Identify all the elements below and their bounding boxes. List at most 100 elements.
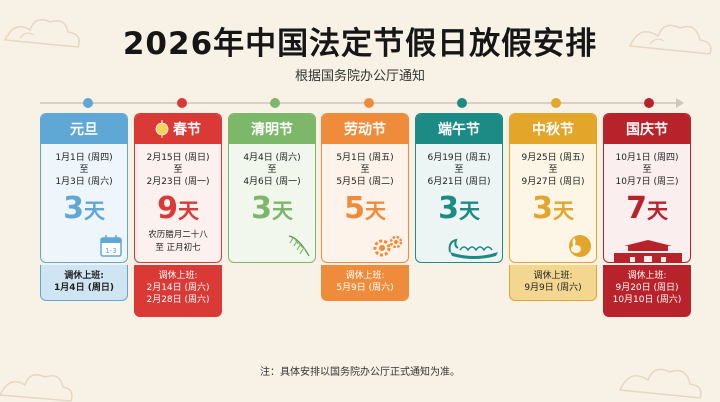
tiaoxiu-label: 调休上班: (345, 271, 385, 281)
holiday-name: 国庆节 (626, 122, 668, 138)
footnote: 注：具体安排以国务院办公厅正式通知为准。 (260, 367, 460, 378)
holiday-name: 清明节 (251, 122, 293, 138)
timeline-dot (83, 98, 93, 108)
holiday-days: 3天 (416, 192, 502, 228)
holiday-card-header: 中秋节 (510, 114, 596, 144)
holiday-end-date: 5月5日 (周二) (336, 177, 394, 187)
holiday-card-body: 6月19日 (周五) 至 6月21日 (周日) 3天 (416, 144, 502, 228)
holiday-start-date: 4月4日 (周六) (243, 153, 301, 163)
holiday-name: 劳动节 (344, 122, 386, 138)
tiaoxiu-date: 9月20日 (周日) (615, 283, 679, 293)
holiday-days: 3天 (510, 192, 596, 228)
holiday-card-header: 元旦 (41, 114, 127, 144)
holiday-lunar-note: 至 正月初七 (155, 243, 201, 253)
tiaoxiu-date: 9月9日 (周六) (524, 283, 582, 293)
tiaoxiu-date: 10月10日 (周六) (612, 295, 682, 305)
timeline-line (40, 102, 680, 104)
holiday-card-duanwu: 端午节 6月19日 (周五) 至 6月21日 (周日) 3天 (415, 113, 503, 263)
tiaoxiu-date: 2月14日 (周六) (146, 283, 210, 293)
holiday-card-laodong: 劳动节 5月1日 (周五) 至 5月5日 (周二) 5天 (321, 113, 409, 263)
lantern-icon (155, 120, 169, 138)
cloud-decoration-left (3, 19, 80, 48)
holiday-name: 春节 (173, 122, 201, 138)
holiday-start-date: 10月1日 (周四) (615, 153, 679, 163)
holiday-card-chunjie: 春节 2月15日 (周日) 至 2月23日 (周一) 9天 农历腊月二十八 至 … (134, 113, 222, 263)
holiday-start-date: 9月25日 (周五) (521, 153, 585, 163)
tiaoxiu-label: 调休上班: (158, 271, 198, 281)
holiday-days-number: 7 (626, 191, 647, 226)
holiday-to-label: 至 (267, 165, 277, 175)
dragon-boat-icon (448, 238, 498, 259)
timeline-dot (457, 98, 467, 108)
holiday-card-header: 端午节 (416, 114, 502, 144)
holiday-to-label: 至 (79, 165, 89, 175)
tiaoxiu-date: 1月4日 (周日) (54, 283, 114, 293)
holiday-card-body: 9月25日 (周五) 至 9月27日 (周日) 3天 (510, 144, 596, 228)
holiday-card-body: 2月15日 (周日) 至 2月23日 (周一) 9天 农历腊月二十八 至 正月初… (135, 144, 221, 254)
holiday-name: 元旦 (70, 122, 98, 138)
gear-icon (373, 235, 403, 257)
holiday-days-unit: 天 (646, 199, 668, 223)
holiday-days: 7天 (604, 192, 690, 228)
holiday-card-zhongqiu: 中秋节 9月25日 (周五) 至 9月27日 (周日) 3天 (509, 113, 597, 263)
tiaoxiu-box-yuandan: 调休上班: 1月4日 (周日) (40, 265, 128, 301)
cloud-decoration-bottom-left (0, 374, 73, 402)
tiaoxiu-box-laodong: 调休上班: 5月9日 (周六) (321, 265, 409, 301)
holiday-days: 5天 (322, 192, 408, 228)
holiday-end-date: 4月6日 (周一) (243, 177, 301, 187)
holiday-end-date: 1月3日 (周六) (55, 177, 113, 187)
holiday-to-label: 至 (360, 165, 370, 175)
holiday-start-date: 6月19日 (周五) (427, 153, 491, 163)
tiananmen-icon (614, 240, 682, 262)
tiaoxiu-box-chunjie: 调休上班: 2月14日 (周六) 2月28日 (周六) (134, 265, 222, 317)
holiday-card-header: 国庆节 (604, 114, 690, 144)
holiday-days-number: 9 (157, 191, 178, 226)
holiday-days-number: 5 (344, 191, 365, 226)
calendar-icon-text: 1-3 (105, 247, 116, 255)
page-title: 2026年中国法定节假日放假安排 (122, 26, 598, 62)
holiday-days-number: 3 (532, 191, 553, 226)
moon-rabbit-icon (569, 235, 591, 257)
tiaoxiu-label: 调休上班: (533, 271, 573, 281)
cloud-decoration-bottom-right (618, 368, 702, 399)
holiday-card-body: 1月1日 (周四) 至 1月3日 (周六) 3天 (41, 144, 127, 228)
holiday-start-date: 1月1日 (周四) (55, 153, 113, 163)
holiday-name: 中秋节 (532, 122, 574, 138)
holiday-to-label: 至 (454, 165, 464, 175)
timeline-dot (177, 98, 187, 108)
tiaoxiu-date: 2月28日 (周六) (146, 295, 210, 305)
holiday-end-date: 10月7日 (周三) (615, 177, 679, 187)
holiday-start-date: 2月15日 (周日) (146, 153, 210, 163)
holiday-to-label: 至 (548, 165, 558, 175)
tiaoxiu-label: 调休上班: (64, 271, 104, 281)
tiaoxiu-box-guoqing: 调休上班: 9月20日 (周日) 10月10日 (周六) (603, 265, 691, 317)
holiday-end-date: 9月27日 (周日) (521, 177, 585, 187)
holiday-card-guoqing: 国庆节 10月1日 (周四) 至 10月7日 (周三) 7天 (603, 113, 691, 263)
holiday-days-number: 3 (251, 191, 272, 226)
holiday-card-header: 清明节 (229, 114, 315, 144)
tiaoxiu-date: 5月9日 (周六) (336, 283, 394, 293)
holiday-to-label: 至 (642, 165, 652, 175)
holiday-days-number: 3 (438, 191, 459, 226)
holiday-days: 9天 (135, 192, 221, 228)
calendar-icon: 1-3 (100, 235, 122, 257)
holiday-name: 端午节 (438, 122, 480, 138)
timeline-dot (270, 98, 280, 108)
tiaoxiu-box-zhongqiu: 调休上班: 9月9日 (周六) (509, 265, 597, 301)
tiaoxiu-label: 调休上班: (627, 271, 667, 281)
holiday-days-unit: 天 (458, 199, 480, 223)
holiday-days-unit: 天 (83, 199, 105, 223)
holiday-end-date: 2月23日 (周一) (146, 177, 210, 187)
holiday-days-unit: 天 (271, 199, 293, 223)
holiday-start-date: 5月1日 (周五) (336, 153, 394, 163)
holiday-card-yuandan: 元旦 1月1日 (周四) 至 1月3日 (周六) 3天 1-3 (40, 113, 128, 263)
holiday-card-body: 5月1日 (周五) 至 5月5日 (周二) 5天 (322, 144, 408, 228)
holiday-lunar-note: 农历腊月二十八 (148, 230, 208, 240)
holiday-days: 3天 (229, 192, 315, 228)
holiday-days: 3天 (41, 192, 127, 228)
holiday-card-qingming: 清明节 4月4日 (周六) 至 4月6日 (周一) 3天 (228, 113, 316, 263)
holiday-card-body: 10月1日 (周四) 至 10月7日 (周三) 7天 (604, 144, 690, 228)
holiday-days-number: 3 (63, 191, 84, 226)
holiday-days-unit: 天 (552, 199, 574, 223)
page-subtitle: 根据国务院办公厅通知 (294, 69, 425, 84)
